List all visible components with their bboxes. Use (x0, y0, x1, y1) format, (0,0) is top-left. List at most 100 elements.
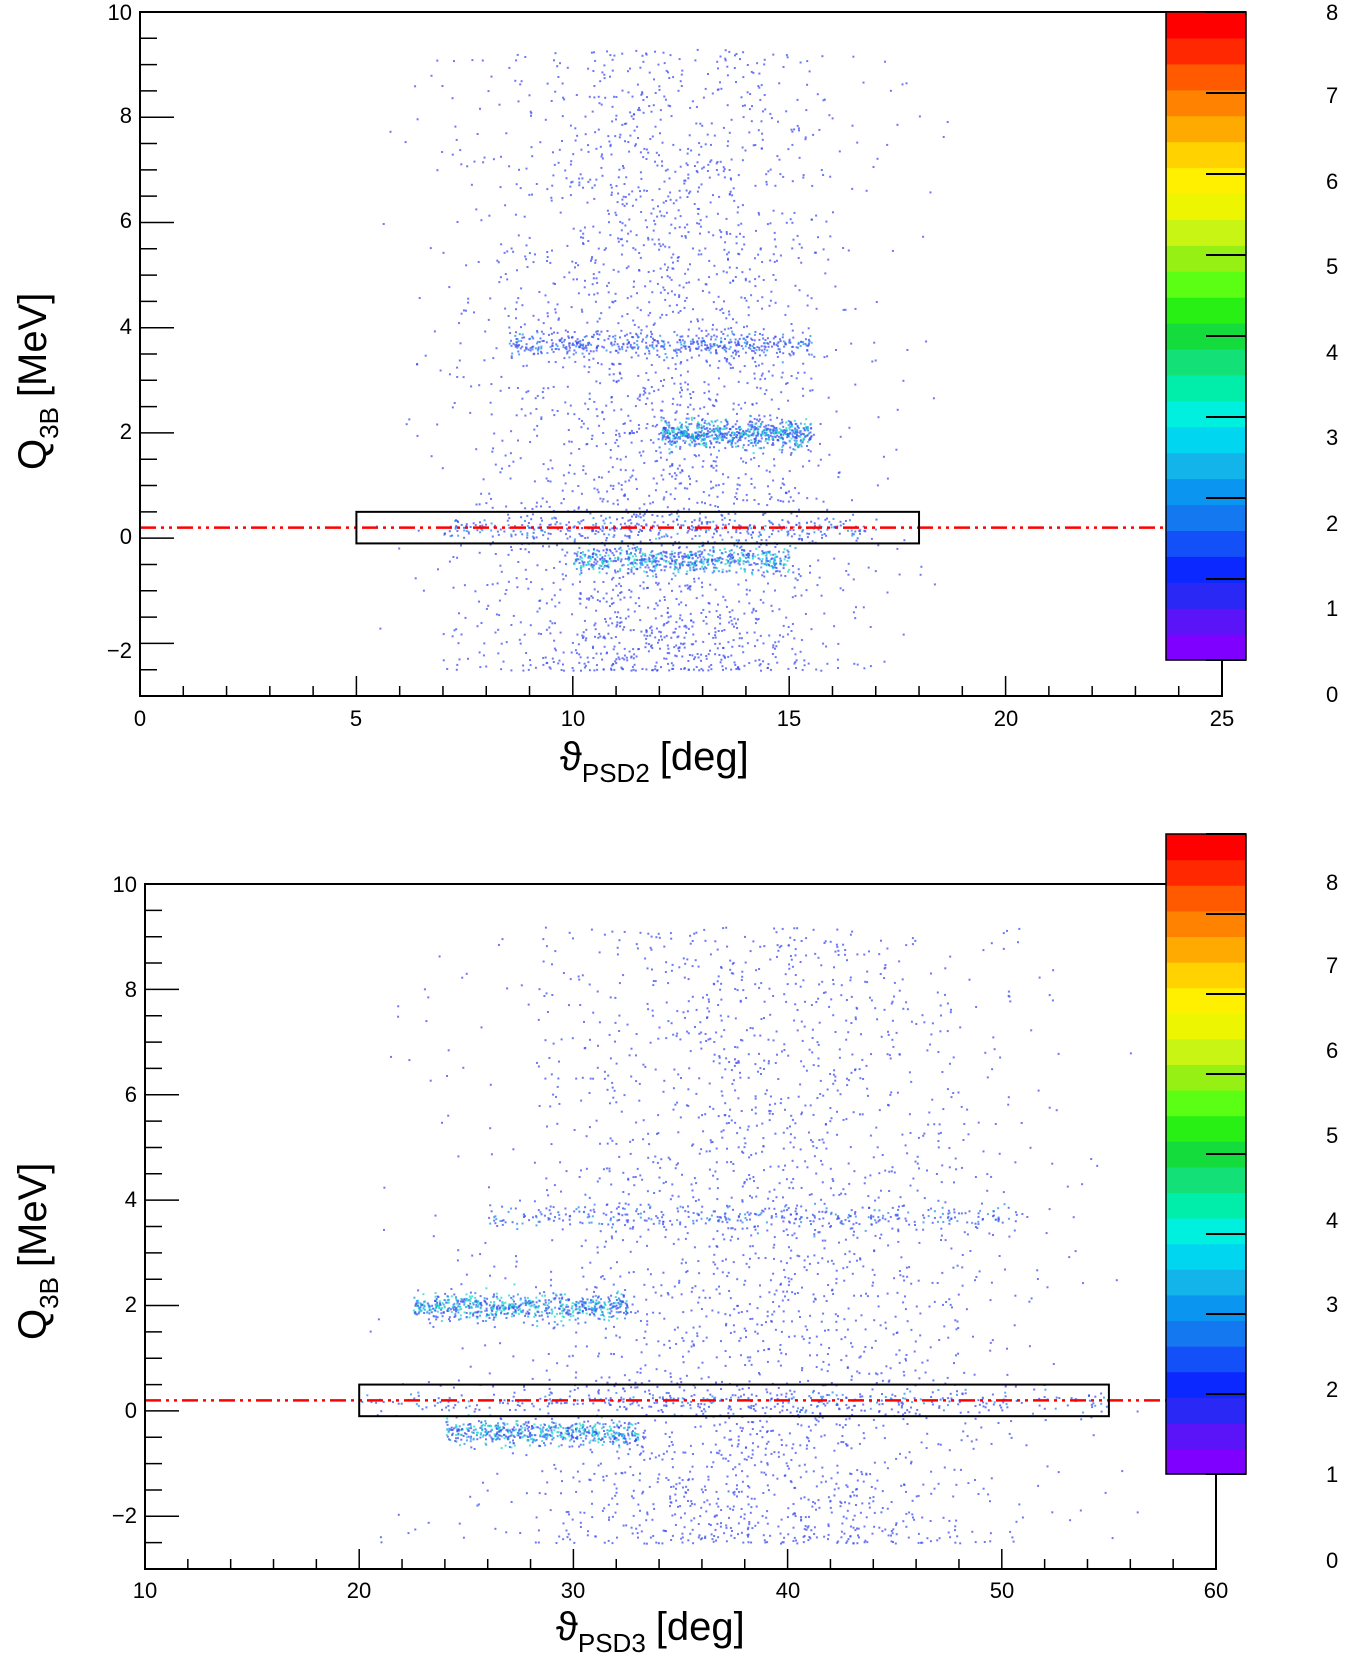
data-point (585, 344, 587, 347)
data-point (667, 71, 669, 74)
data-point (736, 488, 739, 491)
data-point (622, 342, 625, 345)
data-point (556, 65, 559, 68)
data-point (629, 529, 632, 532)
data-point (713, 563, 716, 566)
data-point (691, 625, 694, 628)
data-point (805, 426, 807, 428)
data-point (576, 343, 579, 346)
data-point (573, 349, 576, 352)
data-point (798, 524, 801, 527)
data-point (622, 628, 625, 631)
data-point (490, 413, 493, 416)
top-tick-y-0: −2 (107, 638, 132, 663)
data-point (651, 238, 654, 241)
data-point (583, 355, 586, 358)
data-point (656, 604, 659, 607)
data-point (793, 419, 796, 422)
data-point (680, 432, 683, 435)
data-point (592, 645, 594, 648)
data-point (663, 95, 666, 98)
data-point (694, 535, 697, 537)
data-point (565, 574, 567, 577)
data-point (766, 1360, 769, 1363)
data-point (663, 435, 666, 438)
data-point (540, 517, 543, 520)
data-point (643, 560, 646, 563)
data-point (636, 559, 639, 562)
data-point (668, 448, 671, 451)
data-point (603, 1070, 606, 1073)
data-point (605, 539, 608, 542)
data-point (774, 301, 777, 304)
data-point (581, 527, 584, 529)
data-point (797, 568, 800, 571)
data-point (642, 156, 645, 159)
data-point (675, 562, 677, 565)
data-point (752, 350, 755, 353)
data-point (595, 553, 598, 556)
data-point (659, 456, 662, 459)
selection-box (355, 510, 921, 545)
data-point (833, 625, 836, 628)
data-point (732, 402, 735, 405)
data-point (930, 972, 932, 975)
data-point (698, 519, 701, 522)
data-point (579, 656, 582, 659)
data-point (624, 140, 626, 143)
data-point (737, 560, 740, 563)
data-point (812, 1293, 815, 1296)
data-point (712, 547, 715, 550)
data-point (665, 622, 668, 624)
data-point (772, 364, 775, 367)
data-point (655, 559, 658, 562)
data-point (463, 526, 465, 529)
data-point (667, 437, 670, 440)
data-point (762, 279, 765, 281)
data-point (757, 557, 760, 560)
data-point (587, 371, 590, 374)
data-point (698, 669, 701, 672)
data-point (658, 154, 660, 157)
data-point (801, 331, 804, 334)
data-point (639, 528, 642, 531)
data-point (747, 423, 750, 426)
data-point (626, 343, 629, 346)
data-point (674, 217, 677, 220)
data-point (595, 530, 598, 532)
data-point (688, 192, 691, 195)
data-point (571, 343, 574, 346)
data-point (756, 418, 759, 421)
data-point (764, 434, 767, 437)
data-point (759, 387, 762, 390)
data-point (804, 338, 807, 341)
data-point (780, 574, 783, 577)
data-point (768, 519, 771, 522)
data-point (851, 187, 854, 190)
data-point (522, 365, 525, 368)
data-point (792, 571, 795, 574)
data-point (751, 432, 754, 435)
data-point (734, 496, 737, 499)
data-point (515, 331, 517, 334)
data-point (706, 412, 709, 415)
data-point (862, 81, 865, 84)
data-point (671, 377, 674, 379)
data-point (691, 342, 694, 345)
data-point (585, 628, 588, 631)
data-point (825, 645, 828, 648)
data-point (637, 354, 640, 357)
data-point (645, 345, 648, 348)
data-point (579, 1511, 582, 1514)
data-point (670, 662, 673, 665)
data-point (674, 560, 677, 563)
data-point (561, 341, 563, 344)
data-point (696, 425, 699, 427)
data-point (417, 529, 420, 532)
data-point (733, 559, 736, 562)
data-point (726, 334, 729, 337)
data-point (719, 236, 722, 239)
data-point (606, 490, 609, 493)
data-point (805, 1409, 808, 1412)
data-point (803, 423, 806, 426)
